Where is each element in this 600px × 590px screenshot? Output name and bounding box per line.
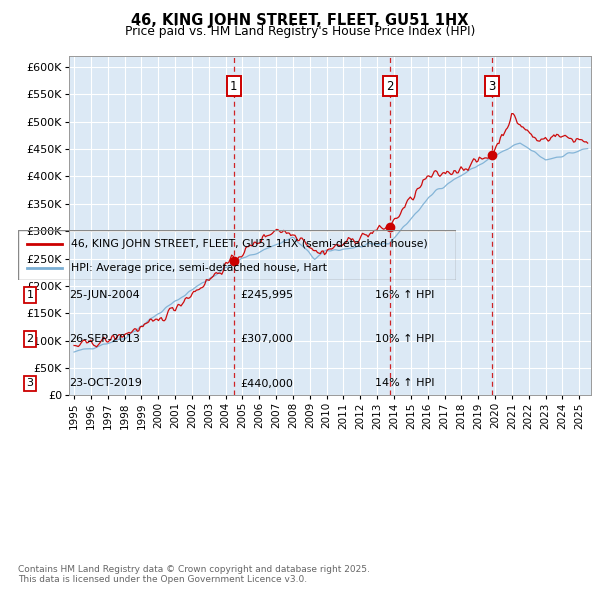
Text: 10% ↑ HPI: 10% ↑ HPI [375, 335, 434, 344]
Text: £440,000: £440,000 [240, 379, 293, 388]
Text: 3: 3 [488, 80, 496, 93]
Text: HPI: Average price, semi-detached house, Hart: HPI: Average price, semi-detached house,… [71, 263, 326, 273]
Text: 16% ↑ HPI: 16% ↑ HPI [375, 290, 434, 300]
Text: 14% ↑ HPI: 14% ↑ HPI [375, 379, 434, 388]
Text: 23-OCT-2019: 23-OCT-2019 [69, 379, 142, 388]
Text: 46, KING JOHN STREET, FLEET, GU51 1HX: 46, KING JOHN STREET, FLEET, GU51 1HX [131, 13, 469, 28]
Text: £307,000: £307,000 [240, 335, 293, 344]
Text: 1: 1 [26, 290, 34, 300]
Text: 2: 2 [386, 80, 394, 93]
Text: 1: 1 [230, 80, 238, 93]
Text: 25-JUN-2004: 25-JUN-2004 [69, 290, 140, 300]
Text: 3: 3 [26, 379, 34, 388]
Text: Contains HM Land Registry data © Crown copyright and database right 2025.
This d: Contains HM Land Registry data © Crown c… [18, 565, 370, 584]
Text: Price paid vs. HM Land Registry's House Price Index (HPI): Price paid vs. HM Land Registry's House … [125, 25, 475, 38]
Text: 2: 2 [26, 335, 34, 344]
Text: 46, KING JOHN STREET, FLEET, GU51 1HX (semi-detached house): 46, KING JOHN STREET, FLEET, GU51 1HX (s… [71, 239, 427, 249]
Text: £245,995: £245,995 [240, 290, 293, 300]
Text: 26-SEP-2013: 26-SEP-2013 [69, 335, 140, 344]
